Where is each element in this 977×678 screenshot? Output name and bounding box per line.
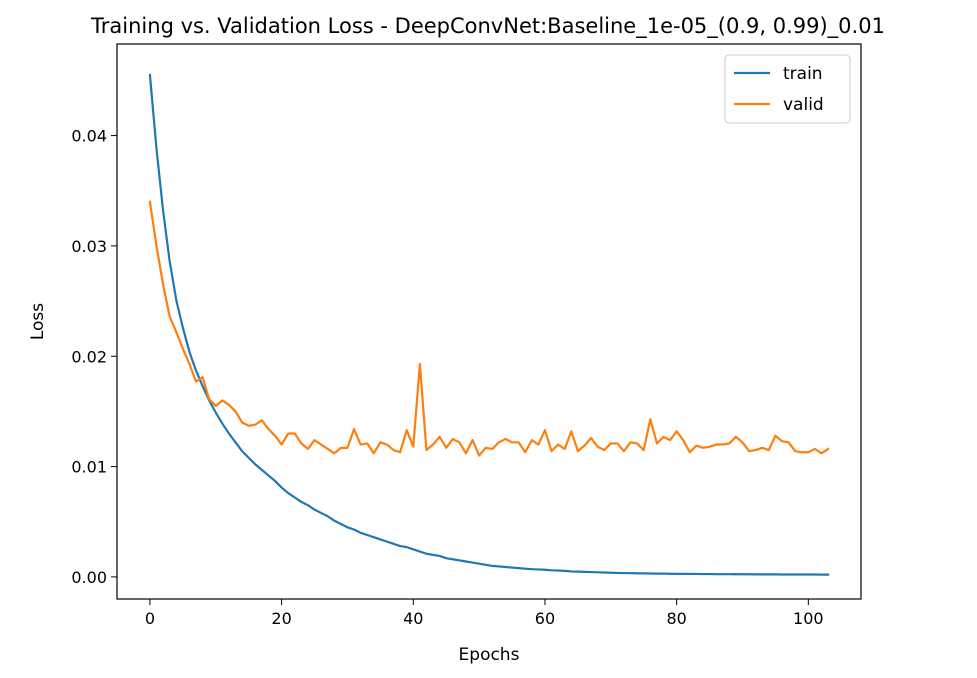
y-axis-label: Loss: [28, 303, 48, 340]
x-axis-ticks: 0 20 40 60 80 100: [145, 599, 824, 628]
y-tick-label: 0.04: [71, 127, 107, 146]
x-tick-label: 60: [535, 609, 555, 628]
legend-label-valid: valid: [783, 95, 824, 115]
y-tick-label: 0.00: [71, 568, 107, 587]
series-line-train: [148, 73, 830, 576]
x-tick-label: 20: [271, 609, 291, 628]
x-tick-label: 0: [145, 609, 155, 628]
y-tick-label: 0.01: [71, 458, 107, 477]
legend: train valid: [724, 54, 851, 124]
series-layer: [148, 73, 830, 576]
chart-title: Training vs. Validation Loss - DeepConvN…: [90, 14, 885, 39]
x-tick-label: 40: [403, 609, 423, 628]
y-axis-ticks: 0.00 0.01 0.02 0.03 0.04: [71, 127, 117, 587]
y-tick-label: 0.03: [71, 237, 107, 256]
x-tick-label: 80: [666, 609, 686, 628]
plot-area: 0 20 40 60 80 100 0.00 0.01 0.02 0.03 0.04: [71, 43, 862, 628]
x-axis-label: Epochs: [459, 645, 520, 665]
axes-frame: [116, 43, 862, 600]
y-tick-label: 0.02: [71, 347, 107, 366]
series-line-valid: [148, 200, 830, 457]
x-tick-label: 100: [793, 609, 824, 628]
legend-label-train: train: [783, 64, 823, 84]
